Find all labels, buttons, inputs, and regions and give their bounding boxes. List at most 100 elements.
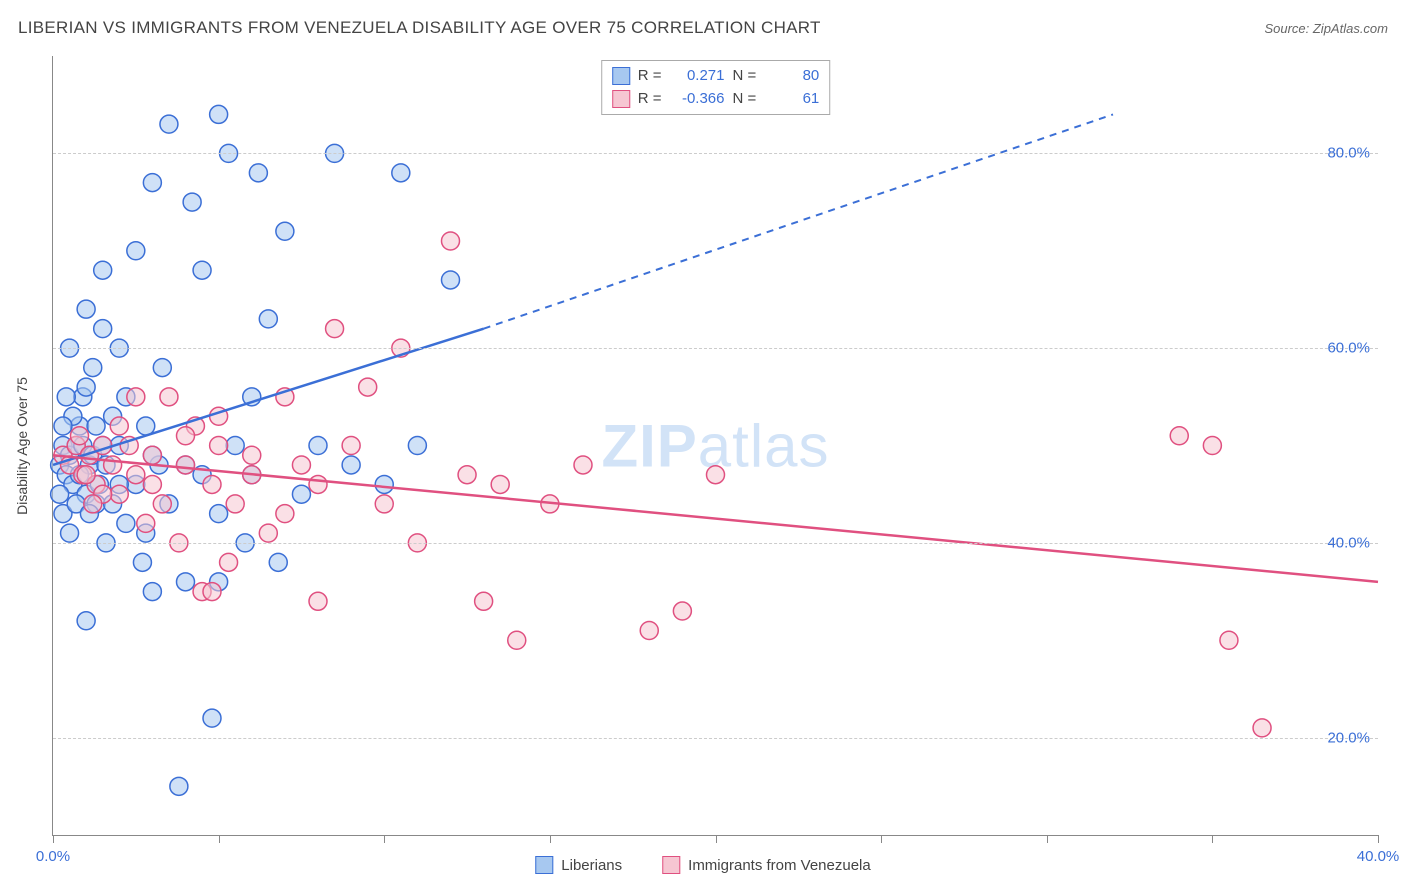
scatter-point	[127, 388, 145, 406]
scatter-point	[143, 174, 161, 192]
scatter-point	[203, 475, 221, 493]
scatter-point	[408, 437, 426, 455]
title-bar: LIBERIAN VS IMMIGRANTS FROM VENEZUELA DI…	[18, 18, 1388, 38]
scatter-point	[77, 378, 95, 396]
scatter-point	[177, 427, 195, 445]
scatter-point	[1253, 719, 1271, 737]
scatter-point	[673, 602, 691, 620]
grid-line	[53, 738, 1378, 739]
scatter-point	[1203, 437, 1221, 455]
x-tick	[1212, 835, 1213, 843]
scatter-point	[177, 456, 195, 474]
scatter-point	[110, 485, 128, 503]
stats-legend-box: R = 0.271 N = 80 R = -0.366 N = 61	[601, 60, 831, 115]
scatter-point	[210, 437, 228, 455]
legend-swatch-blue-icon	[535, 856, 553, 874]
r-label-2: R =	[638, 88, 662, 111]
scatter-point	[183, 193, 201, 211]
scatter-svg	[53, 56, 1378, 835]
source-attribution: Source: ZipAtlas.com	[1264, 21, 1388, 36]
y-tick-label: 60.0%	[1327, 340, 1370, 357]
scatter-point	[160, 115, 178, 133]
legend-label-1: Liberians	[561, 857, 622, 874]
legend-swatch-pink-icon	[662, 856, 680, 874]
scatter-point	[127, 466, 145, 484]
scatter-point	[226, 437, 244, 455]
grid-line	[53, 543, 1378, 544]
scatter-point	[77, 300, 95, 318]
x-tick-label: 40.0%	[1357, 848, 1400, 865]
scatter-point	[94, 320, 112, 338]
grid-line	[53, 348, 1378, 349]
scatter-point	[203, 709, 221, 727]
scatter-point	[392, 164, 410, 182]
scatter-point	[220, 553, 238, 571]
scatter-point	[375, 495, 393, 513]
scatter-point	[61, 524, 79, 542]
bottom-legend: Liberians Immigrants from Venezuela	[535, 856, 870, 874]
scatter-point	[210, 105, 228, 123]
scatter-point	[203, 583, 221, 601]
scatter-point	[77, 466, 95, 484]
scatter-point	[508, 631, 526, 649]
regression-line-extrapolated	[484, 114, 1113, 328]
scatter-point	[77, 612, 95, 630]
scatter-point	[153, 495, 171, 513]
n-value-1: 80	[764, 65, 819, 88]
scatter-point	[137, 514, 155, 532]
x-tick	[550, 835, 551, 843]
scatter-point	[57, 388, 75, 406]
x-tick	[881, 835, 882, 843]
scatter-point	[458, 466, 476, 484]
n-label-2: N =	[733, 88, 757, 111]
scatter-point	[1170, 427, 1188, 445]
scatter-point	[127, 242, 145, 260]
scatter-point	[309, 437, 327, 455]
scatter-point	[193, 261, 211, 279]
scatter-point	[160, 388, 178, 406]
x-tick	[384, 835, 385, 843]
r-value-1: 0.271	[670, 65, 725, 88]
scatter-point	[292, 456, 310, 474]
source-name: ZipAtlas.com	[1313, 21, 1388, 36]
scatter-point	[177, 573, 195, 591]
scatter-point	[309, 592, 327, 610]
scatter-point	[94, 261, 112, 279]
scatter-point	[375, 475, 393, 493]
legend-label-2: Immigrants from Venezuela	[688, 857, 871, 874]
scatter-point	[153, 359, 171, 377]
scatter-point	[259, 524, 277, 542]
x-tick	[716, 835, 717, 843]
stats-row-series2: R = -0.366 N = 61	[612, 88, 820, 111]
scatter-point	[269, 553, 287, 571]
scatter-point	[87, 417, 105, 435]
chart-title: LIBERIAN VS IMMIGRANTS FROM VENEZUELA DI…	[18, 18, 821, 38]
y-tick-label: 20.0%	[1327, 729, 1370, 746]
scatter-point	[170, 777, 188, 795]
grid-line	[53, 153, 1378, 154]
scatter-point	[133, 553, 151, 571]
y-axis-title: Disability Age Over 75	[14, 377, 30, 515]
x-tick	[1047, 835, 1048, 843]
x-tick	[53, 835, 54, 843]
scatter-point	[342, 456, 360, 474]
scatter-point	[707, 466, 725, 484]
scatter-point	[342, 437, 360, 455]
y-tick-label: 80.0%	[1327, 145, 1370, 162]
n-label-1: N =	[733, 65, 757, 88]
scatter-point	[1220, 631, 1238, 649]
scatter-point	[359, 378, 377, 396]
scatter-point	[143, 446, 161, 464]
scatter-point	[54, 417, 72, 435]
scatter-point	[276, 222, 294, 240]
legend-item-2: Immigrants from Venezuela	[662, 856, 871, 874]
scatter-point	[117, 514, 135, 532]
scatter-point	[442, 232, 460, 250]
scatter-point	[442, 271, 460, 289]
scatter-point	[309, 475, 327, 493]
legend-item-1: Liberians	[535, 856, 622, 874]
r-value-2: -0.366	[670, 88, 725, 111]
x-tick	[219, 835, 220, 843]
x-tick	[1378, 835, 1379, 843]
r-label-1: R =	[638, 65, 662, 88]
